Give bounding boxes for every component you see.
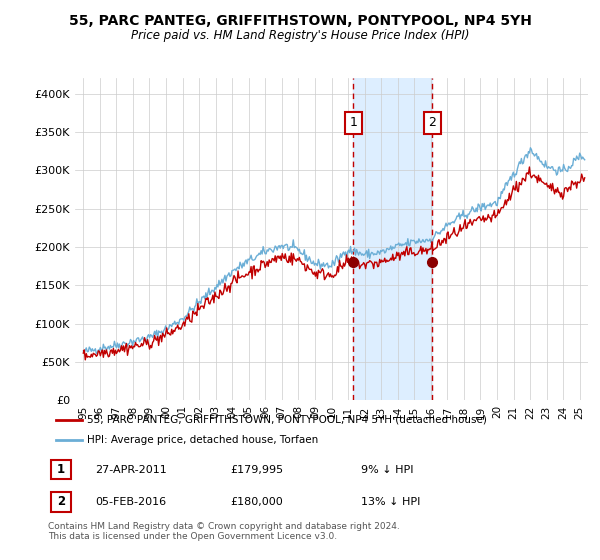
Text: £180,000: £180,000 [230,497,283,507]
Text: 2: 2 [428,116,436,129]
Text: 2: 2 [57,496,65,508]
Text: Price paid vs. HM Land Registry's House Price Index (HPI): Price paid vs. HM Land Registry's House … [131,29,469,42]
Text: 1: 1 [57,463,65,476]
Text: 13% ↓ HPI: 13% ↓ HPI [361,497,421,507]
Text: 55, PARC PANTEG, GRIFFITHSTOWN, PONTYPOOL, NP4 5YH (detached house): 55, PARC PANTEG, GRIFFITHSTOWN, PONTYPOO… [87,415,487,424]
Text: 27-APR-2011: 27-APR-2011 [95,465,167,475]
Text: HPI: Average price, detached house, Torfaen: HPI: Average price, detached house, Torf… [87,435,319,445]
FancyBboxPatch shape [50,492,71,512]
Text: 1: 1 [349,116,357,129]
Text: 9% ↓ HPI: 9% ↓ HPI [361,465,414,475]
Text: 05-FEB-2016: 05-FEB-2016 [95,497,166,507]
Text: Contains HM Land Registry data © Crown copyright and database right 2024.
This d: Contains HM Land Registry data © Crown c… [48,522,400,542]
Text: 55, PARC PANTEG, GRIFFITHSTOWN, PONTYPOOL, NP4 5YH: 55, PARC PANTEG, GRIFFITHSTOWN, PONTYPOO… [68,14,532,28]
Bar [353,78,432,400]
FancyBboxPatch shape [50,460,71,479]
Text: £179,995: £179,995 [230,465,284,475]
